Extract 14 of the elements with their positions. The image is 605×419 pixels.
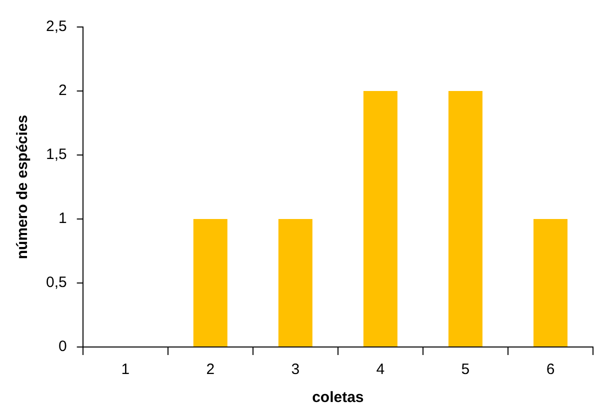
x-tick-label: 4: [376, 361, 385, 378]
y-tick-label: 1,5: [46, 146, 67, 164]
x-tick-label: 6: [546, 361, 555, 378]
x-tick-label: 5: [461, 361, 470, 378]
y-tick-label: 1: [58, 210, 67, 228]
y-tick-label: 0: [58, 338, 67, 356]
x-tick-label: 3: [291, 361, 300, 378]
y-axis-title: número de espécies: [14, 114, 32, 260]
x-axis-title: coletas: [312, 389, 364, 406]
y-tick-label: 2: [58, 82, 67, 100]
y-tick-label: 2,5: [46, 18, 67, 36]
y-tick-label: 0,5: [46, 274, 67, 292]
x-tick-label: 1: [121, 361, 130, 378]
x-tick-label: 2: [206, 361, 215, 378]
